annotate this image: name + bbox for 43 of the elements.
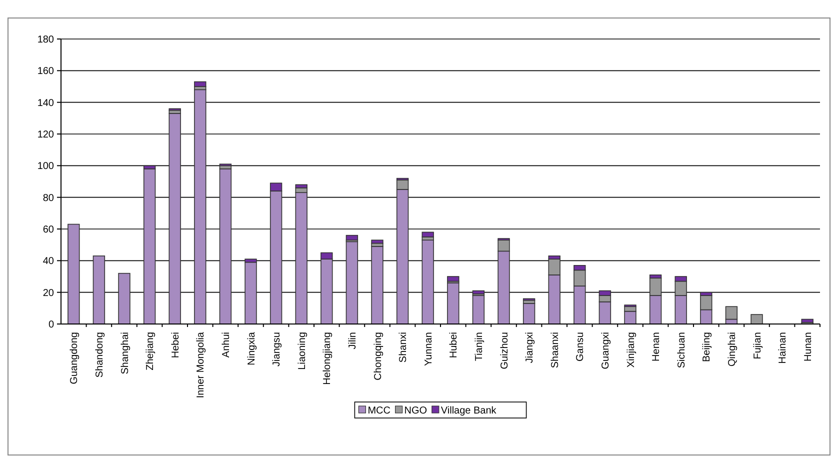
x-tick-label: Hainan <box>778 332 789 364</box>
y-tick-label: 100 <box>37 161 54 172</box>
x-tick-label: Shaanxi <box>550 332 561 368</box>
legend-label: MCC <box>368 406 390 416</box>
x-tick-label: Guangxi <box>600 332 612 370</box>
x-tick-label: Shandong <box>94 332 106 378</box>
y-tick-label: 180 <box>37 34 54 46</box>
y-tick-label: 0 <box>48 320 54 330</box>
x-tick-label: Inner Mongolia <box>196 332 207 398</box>
y-tick-label: 160 <box>37 66 54 78</box>
y-tick-label: 40 <box>42 256 54 268</box>
x-tick-label: Jilin <box>347 332 358 350</box>
x-tick-label: Hebei <box>170 332 182 358</box>
y-tick-label: 60 <box>42 224 54 236</box>
x-tick-label: Guangdong <box>69 332 80 384</box>
x-tick-label: Yunnan <box>423 332 434 366</box>
x-tick-label: Anhui <box>220 332 232 358</box>
x-tick-label: Chongqing <box>372 332 384 380</box>
x-tick-label: Liaoning <box>296 332 308 370</box>
legend-label: NGO <box>404 406 428 416</box>
y-tick-label: 80 <box>42 192 54 204</box>
x-tick-label: Zhejiang <box>145 332 156 370</box>
x-tick-label: Sichuan <box>676 332 688 368</box>
y-tick-label: 120 <box>37 130 54 140</box>
x-tick-label: Shanxi <box>398 332 410 363</box>
x-tick-label: Beijing <box>702 332 713 362</box>
x-tick-label: Gansu <box>575 332 586 362</box>
x-tick-label: Helongjiang <box>322 332 334 385</box>
x-tick-label: Tianjin <box>474 332 485 362</box>
x-tick-label: Henan <box>651 332 662 362</box>
y-tick-label: 140 <box>37 98 54 109</box>
x-tick-label: Shanghai <box>120 332 131 374</box>
x-tick-label: Hunan <box>802 332 814 362</box>
x-tick-label: Jiangsu <box>272 332 283 366</box>
y-tick-label: 20 <box>42 288 54 299</box>
x-tick-label: Xinjiang <box>626 332 637 368</box>
x-tick-label: Ningxia <box>246 332 258 366</box>
x-tick-label: Fujian <box>752 332 764 360</box>
legend-label: Village Bank <box>440 406 498 416</box>
x-tick-label: Jiangxi <box>524 332 536 364</box>
x-tick-label: Guizhou <box>499 332 510 370</box>
x-tick-label: Qinghai <box>726 332 738 366</box>
x-tick-label: Hubei <box>448 332 460 358</box>
